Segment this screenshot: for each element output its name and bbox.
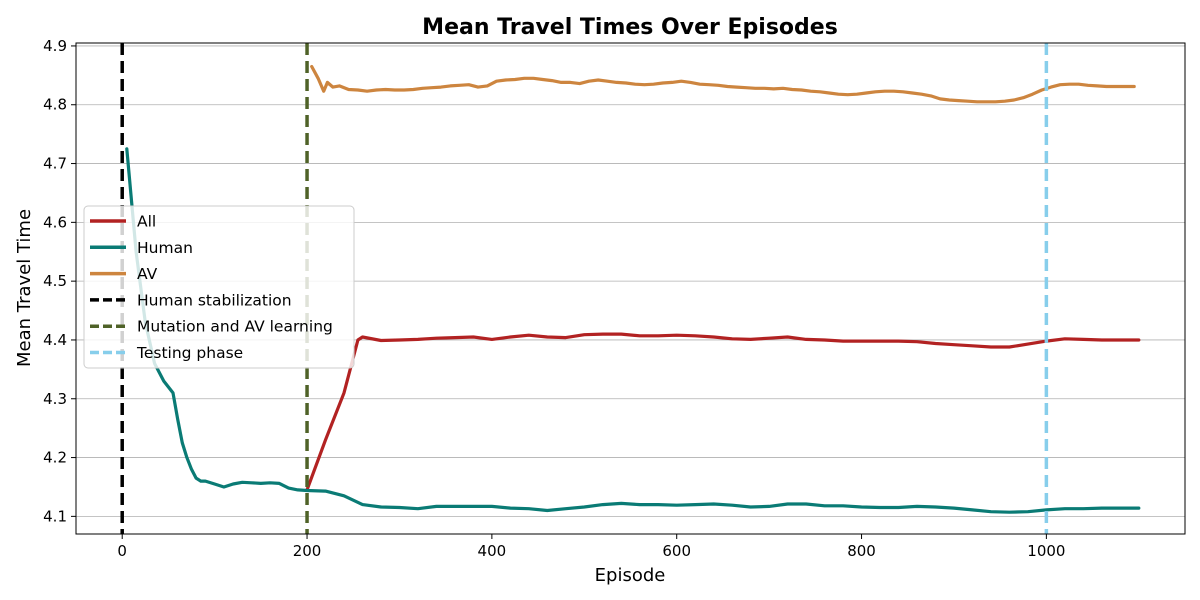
- x-tick-label-2: 400: [478, 542, 507, 560]
- y-axis: 4.1 4.2 4.3 4.4 4.5 4.6 4.7 4.8 4.9: [43, 37, 76, 525]
- x-tick-label-0: 0: [117, 542, 127, 560]
- y-tick-label-3: 4.4: [43, 331, 67, 349]
- chart-title: Mean Travel Times Over Episodes: [422, 15, 838, 40]
- legend-label-2: AV: [137, 265, 158, 283]
- legend: All Human AV Human stabilization Mutation an…: [83, 205, 355, 369]
- y-tick-label-5: 4.6: [43, 213, 67, 231]
- x-tick-label-5: 1000: [1027, 542, 1065, 560]
- y-tick-label-0: 4.1: [43, 507, 67, 525]
- legend-label-1: Human: [137, 239, 193, 257]
- y-tick-label-8: 4.9: [43, 37, 67, 55]
- series-line-all: [305, 332, 1141, 492]
- legend-label-4: Mutation and AV learning: [137, 318, 333, 336]
- legend-box: [83, 205, 355, 369]
- legend-label-0: All: [137, 213, 156, 231]
- legend-label-5: Testing phase: [136, 344, 243, 362]
- x-axis: 0 200 400 600 800 1000: [117, 534, 1065, 560]
- y-tick-label-4: 4.5: [43, 272, 67, 290]
- x-tick-label-4: 800: [847, 542, 876, 560]
- y-tick-label-1: 4.2: [43, 449, 67, 467]
- legend-label-3: Human stabilization: [137, 291, 292, 309]
- y-tick-label-2: 4.3: [43, 390, 67, 408]
- x-tick-label-3: 600: [662, 542, 691, 560]
- series-line-human: [125, 147, 1141, 514]
- y-axis-label: Mean Travel Time: [14, 209, 35, 367]
- y-tick-label-6: 4.7: [43, 155, 67, 173]
- axes-frame: [75, 42, 1186, 535]
- x-tick-label-1: 200: [293, 542, 322, 560]
- series-line-av: [310, 64, 1136, 104]
- y-tick-label-7: 4.8: [43, 96, 67, 114]
- x-axis-label: Episode: [595, 565, 666, 586]
